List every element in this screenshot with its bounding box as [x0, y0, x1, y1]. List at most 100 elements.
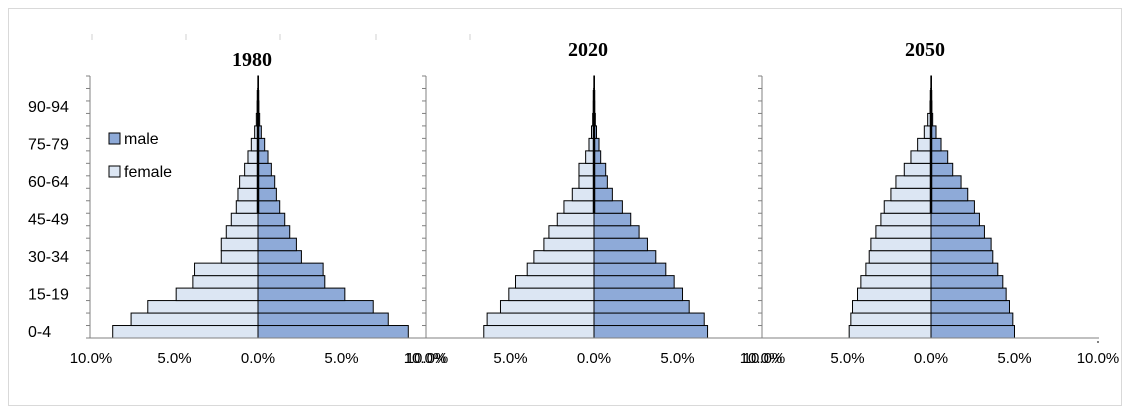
male-bar-15-19: [930, 287, 1007, 302]
male-bar-0-4: [930, 325, 1015, 339]
female-bar-20-24: [860, 275, 932, 289]
x-tick-label: 10.0%: [740, 350, 783, 367]
x-tick-label: 5.0%: [157, 350, 191, 367]
female-bar-15-19: [175, 287, 259, 302]
male-bar-50-54: [257, 200, 281, 214]
x-tick-label: 5.0%: [997, 350, 1031, 367]
x-tick-label: 5.0%: [830, 350, 864, 367]
female-bar-30-34: [868, 250, 932, 264]
pyramid-panel-2020: 2020 10.0% 5.0% 0.0% 5.0% 10.0%: [406, 39, 783, 367]
y-tick-label: 60-64: [28, 174, 69, 191]
male-bar-5-9: [593, 312, 705, 327]
x-tick-label: 10.0%: [70, 350, 113, 367]
female-bar-10-14: [499, 300, 595, 314]
male-bar-20-24: [593, 275, 675, 289]
panel-title: 1980: [232, 49, 272, 71]
female-bar-75-79: [917, 137, 932, 152]
male-bar-65-69: [593, 162, 607, 177]
y-tick-label: 75-79: [28, 137, 69, 154]
pyramid-panel-1980: 1980 10.0% 5.0% 0.0% 5.0% 10.0% 0-4 15-19 30-34 4…: [28, 49, 446, 367]
female-bar-15-19: [508, 287, 595, 302]
female-bar-70-74: [247, 150, 259, 164]
female-bar-0-4: [483, 325, 595, 339]
male-bar-35-39: [930, 237, 992, 252]
x-tick-label: 0.0%: [241, 350, 275, 367]
female-bar-25-29: [526, 262, 595, 277]
male-bar-55-59: [257, 187, 277, 202]
male-bar-60-64: [930, 175, 962, 189]
female-bar-10-14: [147, 300, 259, 314]
male-bar-40-44: [257, 225, 291, 239]
x-tick-label: 10.0%: [743, 350, 786, 367]
male-bar-20-24: [930, 275, 1004, 289]
female-bar-55-59: [571, 187, 595, 202]
female-bar-40-44: [225, 225, 259, 239]
panel-title: 2020: [568, 39, 608, 61]
female-bar-35-39: [543, 237, 595, 252]
male-bar-60-64: [257, 175, 276, 189]
male-bar-60-64: [593, 175, 608, 189]
male-bar-55-59: [930, 187, 969, 202]
legend-swatch-male: [108, 132, 121, 145]
female-bar-25-29: [865, 262, 932, 277]
female-bar-100+: [930, 75, 932, 89]
male-bar-15-19: [593, 287, 684, 302]
female-bar-60-64: [239, 175, 259, 189]
y-tick-label: 90-94: [28, 99, 69, 116]
y-tick-label: 0-4: [28, 324, 51, 341]
female-bar-70-74: [910, 150, 932, 164]
male-bar-30-34: [257, 250, 302, 264]
male-bar-0-4: [257, 325, 409, 339]
female-bar-65-69: [244, 162, 259, 177]
male-bar-25-29: [930, 262, 999, 277]
male-bar-65-69: [257, 162, 272, 177]
corner-dot: [1097, 341, 1099, 343]
x-tick-label: 0.0%: [577, 350, 611, 367]
female-bar-40-44: [548, 225, 595, 239]
female-bar-20-24: [192, 275, 259, 289]
male-bar-0-4: [593, 325, 709, 339]
female-bar-60-64: [895, 175, 932, 189]
male-bar-40-44: [593, 225, 640, 239]
female-bar-35-39: [220, 237, 259, 252]
male-bar-45-49: [257, 212, 286, 227]
female-bar-50-54: [235, 200, 259, 214]
male-bar-35-39: [257, 237, 297, 252]
male-bar-55-59: [593, 187, 613, 202]
female-bar-0-4: [848, 325, 932, 339]
female-bar-100+: [257, 75, 259, 89]
male-bar-10-14: [930, 300, 1010, 314]
male-bar-40-44: [930, 225, 985, 239]
male-bar-25-29: [593, 262, 667, 277]
female-bar-35-39: [870, 237, 932, 252]
female-bar-100+: [593, 75, 595, 89]
x-tick-label: 10.0%: [404, 350, 447, 367]
pyramid-panel-2050: 2050 10.0% 5.0% 0.0% 5.0% 10.0%: [743, 39, 1120, 367]
female-bar-45-49: [556, 212, 595, 227]
male-bar-35-39: [593, 237, 648, 252]
female-bar-45-49: [230, 212, 259, 227]
male-bar-20-24: [257, 275, 326, 289]
x-tick-label: 10.0%: [406, 350, 449, 367]
female-bar-60-64: [578, 175, 595, 189]
female-bar-70-74: [585, 150, 595, 164]
legend-swatch-female: [108, 165, 121, 178]
x-tick-label: 10.0%: [1077, 350, 1120, 367]
chart-frame: [8, 8, 1122, 406]
male-bar-25-29: [257, 262, 324, 277]
female-bar-50-54: [883, 200, 932, 214]
legend-label-female: female: [124, 164, 172, 181]
female-bar-0-4: [112, 325, 259, 339]
female-bar-10-14: [852, 300, 932, 314]
male-bar-45-49: [593, 212, 632, 227]
male-bar-30-34: [930, 250, 994, 264]
x-tick-label: 0.0%: [914, 350, 948, 367]
female-bar-25-29: [194, 262, 259, 277]
female-bar-55-59: [237, 187, 259, 202]
female-bar-5-9: [130, 312, 259, 327]
female-bar-15-19: [857, 287, 932, 302]
female-bar-30-34: [533, 250, 595, 264]
female-bar-65-69: [903, 162, 932, 177]
female-bar-55-59: [890, 187, 932, 202]
